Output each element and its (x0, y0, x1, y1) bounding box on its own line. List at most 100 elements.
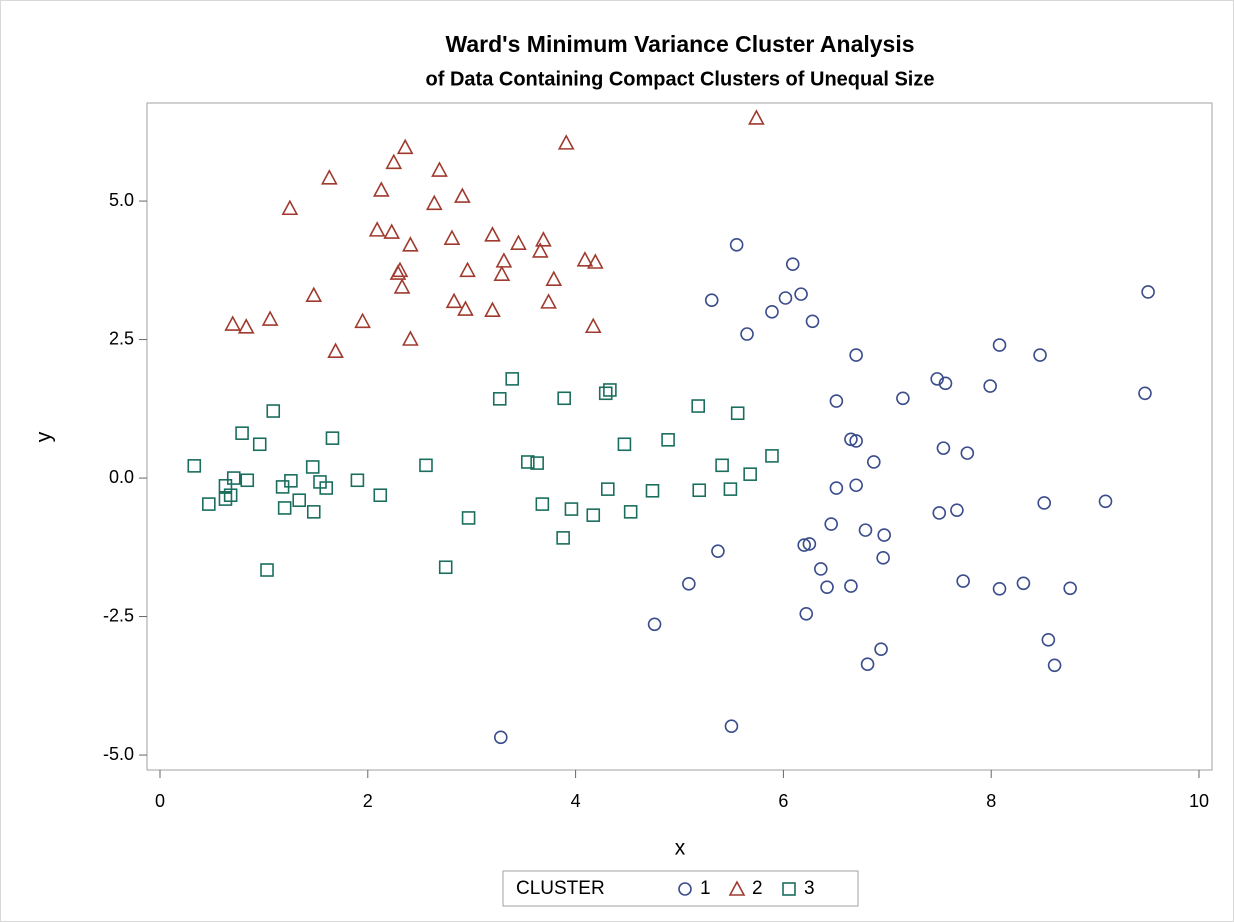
data-point (372, 181, 390, 197)
data-point (829, 394, 844, 408)
data-point (849, 434, 863, 448)
data-point (992, 582, 1007, 596)
data-point (743, 467, 757, 481)
data-point (545, 270, 563, 286)
data-point (327, 342, 344, 358)
data-point (724, 719, 739, 734)
x-axis-label: x (675, 837, 686, 860)
data-point (858, 523, 873, 537)
data-point (802, 537, 817, 551)
data-point (354, 312, 371, 329)
data-point (396, 138, 414, 155)
data-point (824, 517, 838, 531)
y-tick-label: -2.5 (103, 605, 134, 625)
data-point (530, 456, 544, 470)
data-point (235, 426, 249, 440)
data-point (682, 577, 696, 591)
y-axis-label: y (33, 431, 56, 442)
data-point (797, 538, 811, 552)
data-point (454, 187, 471, 203)
x-tick-label: 0 (155, 791, 165, 811)
data-point (950, 503, 964, 517)
data-point (305, 286, 323, 303)
data-point (260, 563, 274, 577)
x-tick-label: 10 (1189, 791, 1209, 811)
x-tick-label: 6 (778, 791, 788, 811)
data-point (956, 574, 970, 588)
data-point (510, 234, 527, 250)
data-point (730, 406, 745, 421)
data-point (445, 292, 463, 309)
data-point (202, 497, 216, 511)
data-point (457, 300, 474, 316)
chart-subtitle: of Data Containing Compact Clusters of U… (426, 68, 935, 90)
data-point (425, 194, 443, 211)
data-point (586, 508, 601, 522)
data-point (443, 229, 461, 245)
data-point (960, 446, 975, 460)
data-point (1138, 386, 1152, 401)
data-point (535, 231, 552, 247)
data-point (402, 330, 419, 346)
data-point (218, 479, 233, 493)
data-point (419, 458, 433, 473)
data-point (601, 482, 615, 496)
data-point (484, 301, 501, 317)
legend-label: 3 (804, 878, 815, 899)
data-point (896, 391, 910, 406)
data-point (321, 169, 338, 185)
data-point (778, 291, 793, 305)
data-point (715, 458, 729, 473)
data-point (936, 441, 951, 455)
x-tick-label: 2 (363, 791, 373, 811)
y-tick-label: -5.0 (103, 744, 134, 764)
data-point (492, 392, 507, 406)
data-point (459, 261, 476, 278)
data-point (218, 492, 233, 506)
data-point (876, 551, 890, 565)
data-point (224, 315, 242, 331)
data-point (1047, 658, 1062, 673)
data-point (389, 264, 407, 280)
data-point (505, 372, 520, 386)
data-point (930, 372, 944, 386)
data-point (799, 606, 814, 621)
data-point (385, 153, 403, 170)
data-point (252, 437, 267, 452)
data-point (438, 560, 453, 575)
data-point (281, 199, 299, 216)
data-point (531, 242, 549, 258)
data-point (1037, 496, 1051, 510)
legend-title: CLUSTER (516, 878, 605, 899)
data-point (691, 399, 706, 413)
data-point (266, 404, 281, 418)
legend-marker (678, 882, 692, 896)
data-point (325, 431, 340, 445)
data-point (540, 293, 557, 309)
data-point (305, 460, 320, 474)
chart-title: Ward's Minimum Variance Cluster Analysis (445, 31, 914, 57)
data-point (740, 327, 754, 341)
data-point (521, 455, 535, 469)
data-point (292, 493, 307, 508)
x-tick-label: 8 (986, 791, 996, 811)
data-point (805, 314, 820, 329)
plot-frame (146, 102, 1213, 771)
data-point (495, 252, 513, 268)
data-point (849, 478, 863, 493)
data-point (938, 376, 953, 391)
data-point (557, 134, 575, 150)
data-point (723, 482, 738, 496)
data-point (711, 544, 725, 558)
data-point (564, 502, 579, 516)
y-tick-label: 2.5 (109, 328, 134, 348)
data-point (226, 471, 241, 485)
data-point (623, 505, 638, 519)
data-point (932, 506, 947, 520)
data-point (576, 251, 594, 267)
data-point (598, 386, 613, 401)
data-point (794, 287, 808, 301)
data-point (877, 528, 891, 542)
data-point (350, 473, 365, 488)
data-point (785, 257, 800, 272)
